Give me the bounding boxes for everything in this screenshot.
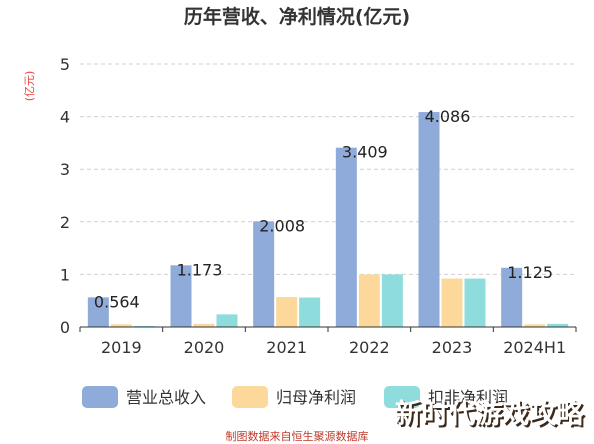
bar <box>110 324 132 327</box>
data-label: 1.173 <box>177 260 223 279</box>
y-axis-ticks: 0 1 2 3 4 5 <box>60 55 70 337</box>
watermark-shadow: 新时代游戏攻略 <box>397 400 587 432</box>
data-label: 1.125 <box>507 263 553 282</box>
bars <box>87 112 569 327</box>
data-label: 2.008 <box>259 216 305 235</box>
bar <box>193 323 215 327</box>
legend-swatch <box>232 386 268 408</box>
gridlines <box>80 63 576 275</box>
bar <box>418 112 440 327</box>
legend-swatch <box>384 386 420 408</box>
bar <box>216 314 238 327</box>
x-tick-label: 2021 <box>266 338 307 357</box>
y-tick-label: 3 <box>60 160 70 179</box>
bar <box>133 325 155 327</box>
x-tick-label: 2023 <box>432 338 473 357</box>
legend-swatch <box>82 386 118 408</box>
y-tick-label: 2 <box>60 213 70 232</box>
x-tick-label: 2024H1 <box>503 338 566 357</box>
data-label: 3.409 <box>342 143 388 162</box>
y-tick-label: 5 <box>60 55 70 74</box>
bar <box>524 324 546 327</box>
bar <box>501 267 523 327</box>
y-tick-label: 4 <box>60 108 70 127</box>
bar <box>464 278 486 327</box>
bar <box>253 221 275 327</box>
bar <box>547 323 569 327</box>
legend-label: 归母净利润 <box>276 388 356 407</box>
x-axis-ticks: 2019 2020 2021 2022 2023 2024H1 <box>79 327 577 357</box>
bar <box>381 274 403 327</box>
legend: 营业总收入 归母净利润 扣非净利润 <box>82 386 508 408</box>
source-note: 制图数据来自恒生聚源数据库 <box>226 429 369 443</box>
watermark-text: 新时代游戏攻略 <box>395 398 585 430</box>
y-tick-label: 0 <box>60 318 70 337</box>
data-labels: 0.564 1.173 2.008 3.409 4.086 1.125 <box>94 107 553 311</box>
data-label: 0.564 <box>94 292 140 311</box>
bar <box>170 265 192 327</box>
bar <box>441 278 463 327</box>
y-axis-unit: (亿元) <box>23 71 36 102</box>
bar <box>335 147 357 327</box>
chart-title: 历年营收、净利情况(亿元) <box>184 5 410 28</box>
legend-label: 营业总收入 <box>126 388 206 407</box>
x-tick-label: 2020 <box>184 338 225 357</box>
x-tick-label: 2019 <box>101 338 142 357</box>
bar <box>87 297 109 327</box>
x-tick-label: 2022 <box>349 338 390 357</box>
bar <box>358 274 380 327</box>
legend-label: 扣非净利润 <box>428 388 508 407</box>
bar <box>299 297 321 327</box>
data-label: 4.086 <box>425 107 471 126</box>
y-tick-label: 1 <box>60 265 70 284</box>
bar <box>276 297 298 327</box>
